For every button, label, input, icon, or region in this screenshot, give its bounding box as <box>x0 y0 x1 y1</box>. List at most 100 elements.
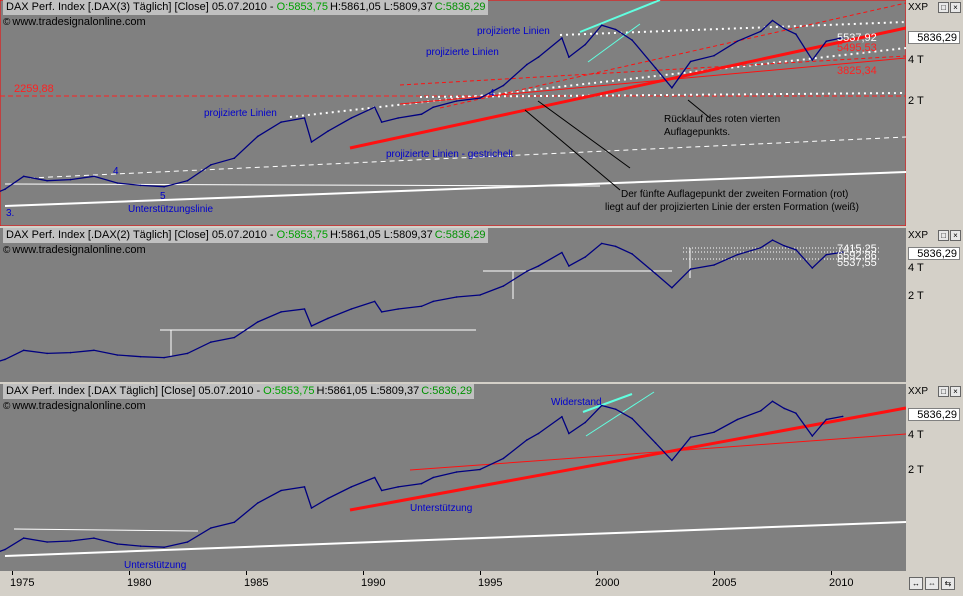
maximize-icon[interactable]: □ <box>938 386 949 397</box>
cyan-line-2[interactable] <box>587 23 641 63</box>
price-line[interactable] <box>0 400 843 555</box>
chart-panel-3[interactable]: DAX Perf. Index [.DAX Täglich] [Close] 0… <box>0 384 906 571</box>
price-point <box>327 497 329 500</box>
red-dashed-line-2[interactable] <box>399 55 906 86</box>
price-point <box>186 179 189 182</box>
price-point <box>233 521 236 524</box>
annotation: Widerstand <box>551 397 602 408</box>
price-line[interactable] <box>0 239 843 364</box>
price-point <box>811 267 814 269</box>
price-point <box>713 54 715 57</box>
price-point <box>841 36 844 39</box>
price-point <box>327 130 329 132</box>
close-value: C:5836,29 <box>434 228 488 243</box>
price-point <box>561 251 563 254</box>
panel-title: DAX Perf. Index [.DAX Täglich] [Close] 0… <box>3 384 264 399</box>
chart-plot-3[interactable] <box>0 384 906 571</box>
price-point <box>561 37 563 39</box>
price-point <box>811 59 814 61</box>
price-axis-1[interactable]: XXP □ × 5836,29 4 T 2 T <box>906 0 963 226</box>
time-axis[interactable]: 1975 1980 1985 1990 1995 2000 2005 2010 <box>0 571 906 596</box>
axis-tick: 2 T <box>908 290 924 302</box>
open-value: O:5853,75 <box>276 228 330 243</box>
red-dashed-line[interactable] <box>439 2 906 109</box>
price-point <box>280 311 282 313</box>
zoom-icon[interactable]: ⇔ <box>925 577 939 590</box>
maximize-icon[interactable]: □ <box>938 230 949 241</box>
price-point <box>116 182 119 184</box>
price-point <box>479 468 481 471</box>
price-axis-3[interactable]: XXP □ × 5836,29 4 T 2 T <box>906 384 963 571</box>
price-point <box>455 296 458 298</box>
price-point <box>795 33 797 35</box>
price-label: 5537,92 <box>837 32 877 44</box>
price-point <box>526 439 528 441</box>
price-point <box>783 407 785 410</box>
chart-plot-2[interactable] <box>0 228 906 382</box>
price-point <box>600 404 603 407</box>
price-point <box>631 39 633 41</box>
price-point <box>280 489 282 492</box>
price-point <box>760 30 762 33</box>
price-point <box>713 264 715 266</box>
support-line[interactable] <box>4 521 906 557</box>
annotation: Der fünfte Auflagepunkt der zweiten Form… <box>621 189 849 200</box>
price-point <box>736 253 739 256</box>
price-point <box>4 358 6 361</box>
chart-panel-1[interactable]: DAX Perf. Index [.DAX(3) Täglich] [Close… <box>0 0 906 226</box>
axis-scale-label: XXP <box>908 230 929 241</box>
scroll-right-icon[interactable]: ⇆ <box>941 577 955 590</box>
price-point <box>310 507 313 509</box>
current-price-box: 5836,29 <box>908 31 960 44</box>
price-point <box>380 489 383 492</box>
price-point <box>373 476 376 479</box>
arrow-1 <box>524 109 621 191</box>
scroll-left-icon[interactable]: ↔ <box>909 577 923 590</box>
arrow-2 <box>537 100 631 169</box>
close-icon[interactable]: × <box>950 230 961 241</box>
price-point <box>432 300 435 303</box>
maximize-icon[interactable]: □ <box>938 2 949 13</box>
price-point <box>568 432 570 435</box>
price-point <box>841 251 844 253</box>
axis-scale-label: XXP <box>908 386 929 397</box>
cyan-line[interactable] <box>582 393 633 413</box>
price-axis-2[interactable]: XXP □ × 5836,29 4 T 2 T <box>906 228 963 382</box>
cyan-line-2[interactable] <box>585 391 655 437</box>
axis-tick: 2 T <box>908 464 924 476</box>
price-point <box>22 175 25 178</box>
current-price-box: 5836,29 <box>908 247 960 260</box>
support-line[interactable] <box>4 171 906 207</box>
copyright-icon: © <box>3 401 11 412</box>
scroll-controls[interactable]: ↔ ⇔ ⇆ <box>906 571 963 596</box>
cyan-line[interactable] <box>579 0 661 33</box>
price-point <box>689 60 692 63</box>
red-trend-line[interactable] <box>349 26 906 150</box>
x-tick-label: 1990 <box>361 577 386 589</box>
price-point <box>600 24 603 27</box>
close-icon[interactable]: × <box>950 386 961 397</box>
projected-line-2[interactable] <box>559 21 906 36</box>
price-line[interactable] <box>0 19 843 197</box>
price-point <box>310 325 313 327</box>
close-icon[interactable]: × <box>950 2 961 13</box>
high-low-value: H:5861,05 L:5809,37 <box>329 228 435 243</box>
copyright-icon: © <box>3 17 11 28</box>
chart-panel-2[interactable]: DAX Perf. Index [.DAX(2) Täglich] [Close… <box>0 228 906 382</box>
x-tick-label: 2010 <box>829 577 854 589</box>
price-point <box>689 436 692 439</box>
support-line-flat[interactable] <box>13 528 199 532</box>
price-point <box>561 415 563 418</box>
price-point <box>397 117 399 119</box>
projected-line-1[interactable] <box>289 47 906 118</box>
x-tick-mark <box>597 571 598 575</box>
price-point <box>186 352 189 355</box>
chart-plot-1[interactable] <box>0 0 906 226</box>
support-line-flat[interactable] <box>4 183 601 187</box>
red-trend-line[interactable] <box>349 406 906 512</box>
price-point <box>397 308 399 310</box>
price-point <box>671 459 673 462</box>
red-thin-line[interactable] <box>409 433 906 471</box>
projected-dashed-line[interactable] <box>29 136 906 179</box>
axis-tick: 4 T <box>908 262 924 274</box>
